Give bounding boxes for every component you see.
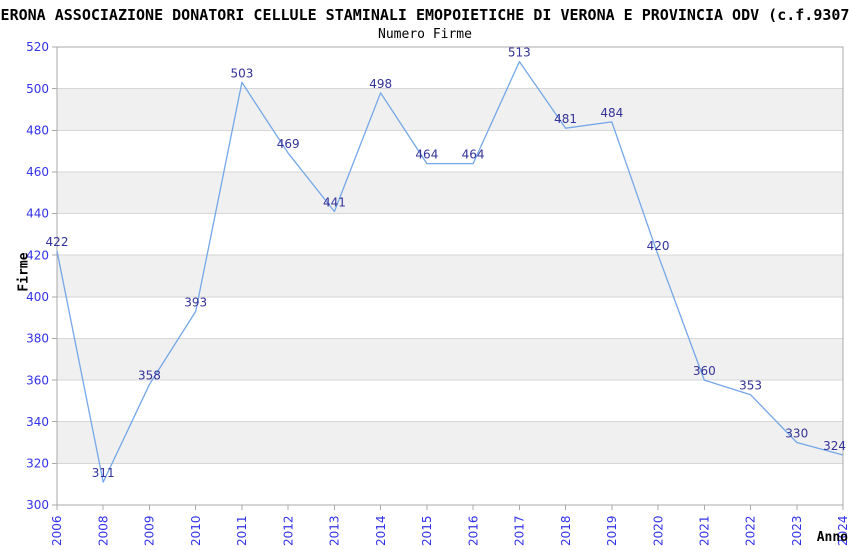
x-tick-label: 2017 xyxy=(513,515,527,546)
plot-band xyxy=(57,421,843,464)
point-label: 464 xyxy=(415,148,438,162)
point-label: 484 xyxy=(600,106,623,120)
x-tick-label: 2016 xyxy=(466,515,480,546)
plot-border xyxy=(56,46,844,506)
y-tick-label: 340 xyxy=(26,415,49,429)
x-tick-label: 2018 xyxy=(559,515,573,546)
y-tick-label: 320 xyxy=(26,457,49,471)
point-label: 324 xyxy=(823,439,846,453)
y-tick-label: 440 xyxy=(26,207,49,221)
y-tick-label: 500 xyxy=(26,82,49,96)
point-label: 358 xyxy=(138,368,161,382)
y-tick-label: 480 xyxy=(26,123,49,137)
y-tick-label: 520 xyxy=(26,40,49,54)
point-label: 422 xyxy=(46,235,69,249)
x-tick-label: 2013 xyxy=(328,515,342,546)
point-label: 464 xyxy=(462,148,485,162)
plot-band xyxy=(57,171,843,214)
x-tick-label: 2011 xyxy=(235,515,249,546)
chart-subtitle: Numero Firme xyxy=(378,27,472,42)
point-label: 503 xyxy=(230,66,253,80)
point-label: 498 xyxy=(369,77,392,91)
x-tick-label: 2010 xyxy=(189,515,203,546)
point-label: 393 xyxy=(184,295,207,309)
plot-band xyxy=(57,255,843,297)
y-axis-title: Firme xyxy=(16,252,32,292)
point-label: 469 xyxy=(277,137,300,151)
y-tick-label: 400 xyxy=(26,290,49,304)
x-tick-label: 2009 xyxy=(143,515,157,546)
x-tick-label: 2024 xyxy=(836,515,850,546)
x-tick-label: 2022 xyxy=(744,515,758,546)
y-tick-label: 420 xyxy=(26,248,49,262)
x-axis-title: Anno xyxy=(816,530,848,545)
x-tick-label: 2021 xyxy=(697,515,711,546)
x-tick-label: 2023 xyxy=(790,515,804,546)
point-label: 441 xyxy=(323,195,346,209)
x-tick-label: 2012 xyxy=(281,515,295,546)
x-tick-label: 2020 xyxy=(651,515,665,546)
plot-band xyxy=(57,338,843,381)
y-tick-label: 380 xyxy=(26,332,49,346)
point-label: 481 xyxy=(554,112,577,126)
x-tick-label: 2008 xyxy=(96,515,110,546)
plot-band xyxy=(57,88,843,131)
point-label: 420 xyxy=(647,239,670,253)
chart-title: VERONA ASSOCIAZIONE DONATORI CELLULE STA… xyxy=(0,6,850,24)
series-line xyxy=(56,60,844,483)
point-label: 513 xyxy=(508,46,531,60)
point-label: 330 xyxy=(785,427,808,441)
point-label: 353 xyxy=(739,379,762,393)
x-tick-label: 2015 xyxy=(420,515,434,546)
x-tick-label: 2019 xyxy=(605,515,619,546)
chart-title-container: VERONA ASSOCIAZIONE DONATORI CELLULE STA… xyxy=(0,6,850,26)
x-tick-label: 2006 xyxy=(50,515,64,546)
y-tick-label: 360 xyxy=(26,373,49,387)
y-tick-label: 460 xyxy=(26,165,49,179)
y-tick-label: 300 xyxy=(26,498,49,512)
point-label: 360 xyxy=(693,364,716,378)
point-label: 311 xyxy=(92,466,115,480)
x-tick-label: 2014 xyxy=(374,515,388,546)
